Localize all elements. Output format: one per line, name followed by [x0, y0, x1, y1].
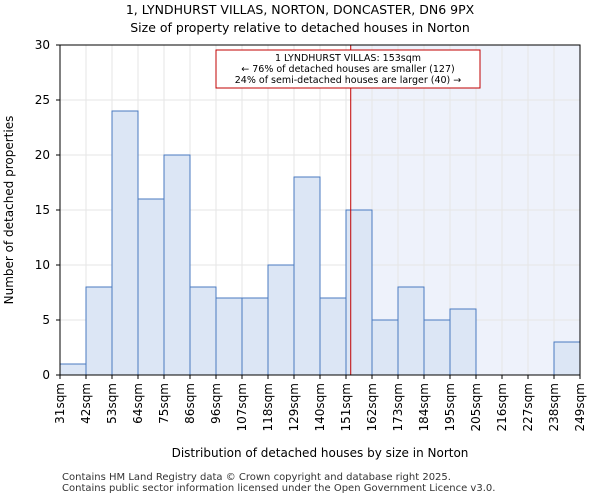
- x-tick-label: 64sqm: [131, 383, 145, 424]
- annotation-box: [215, 49, 481, 89]
- x-tick-label: 238sqm: [547, 383, 561, 431]
- histogram-bar: [59, 363, 87, 376]
- histogram-bar: [423, 319, 451, 376]
- x-tick-label: 151sqm: [339, 383, 353, 431]
- x-tick-label: 173sqm: [391, 383, 405, 431]
- x-axis-label: Distribution of detached houses by size …: [172, 446, 469, 460]
- annotation-line: 24% of semi-detached houses are larger (…: [235, 75, 462, 86]
- y-tick-label: 30: [35, 38, 50, 52]
- histogram-bar: [319, 297, 347, 376]
- x-tick-label: 216sqm: [495, 383, 509, 431]
- histogram-bar: [267, 264, 295, 376]
- x-tick-label: 140sqm: [313, 383, 327, 431]
- y-tick-label: 15: [35, 203, 50, 217]
- x-tick-label: 118sqm: [261, 383, 275, 431]
- histogram-bar: [241, 297, 269, 376]
- histogram-bar: [345, 209, 373, 376]
- y-tick-label: 5: [42, 313, 50, 327]
- histogram-bar: [397, 286, 425, 376]
- x-tick-label: 75sqm: [157, 383, 171, 424]
- histogram-bar: [293, 176, 321, 376]
- annotation-line: 1 LYNDHURST VILLAS: 153sqm: [275, 53, 421, 64]
- histogram-bar: [163, 154, 191, 376]
- x-tick-label: 249sqm: [573, 383, 587, 431]
- x-tick-label: 129sqm: [287, 383, 301, 431]
- y-tick-label: 25: [35, 93, 50, 107]
- histogram-bar: [449, 308, 477, 376]
- x-tick-label: 205sqm: [469, 383, 483, 431]
- y-tick-label: 0: [42, 368, 50, 382]
- histogram-bar: [111, 110, 139, 376]
- chart-subtitle: Size of property relative to detached ho…: [130, 20, 470, 35]
- x-tick-label: 227sqm: [521, 383, 535, 431]
- footer-copyright: Contains HM Land Registry data © Crown c…: [62, 472, 451, 483]
- x-tick-label: 195sqm: [443, 383, 457, 431]
- histogram-bar: [371, 319, 399, 376]
- x-tick-label: 31sqm: [53, 383, 67, 424]
- x-tick-label: 96sqm: [209, 383, 223, 424]
- footer-licence: Contains public sector information licen…: [62, 483, 496, 494]
- x-tick-label: 53sqm: [105, 383, 119, 424]
- y-tick-label: 10: [35, 258, 50, 272]
- x-tick-label: 42sqm: [79, 383, 93, 424]
- histogram-bar: [85, 286, 113, 376]
- x-tick-label: 184sqm: [417, 383, 431, 431]
- histogram-bar: [189, 286, 217, 376]
- histogram-bar: [137, 198, 165, 376]
- y-axis-label: Number of detached properties: [2, 116, 16, 305]
- annotation-line: ← 76% of detached houses are smaller (12…: [241, 64, 454, 75]
- histogram-bar: [553, 341, 581, 376]
- x-tick-label: 86sqm: [183, 383, 197, 424]
- y-tick-label: 20: [35, 148, 50, 162]
- histogram-bar: [215, 297, 243, 376]
- chart-title: 1, LYNDHURST VILLAS, NORTON, DONCASTER, …: [125, 2, 475, 17]
- x-tick-label: 162sqm: [365, 383, 379, 431]
- x-tick-label: 107sqm: [235, 383, 249, 431]
